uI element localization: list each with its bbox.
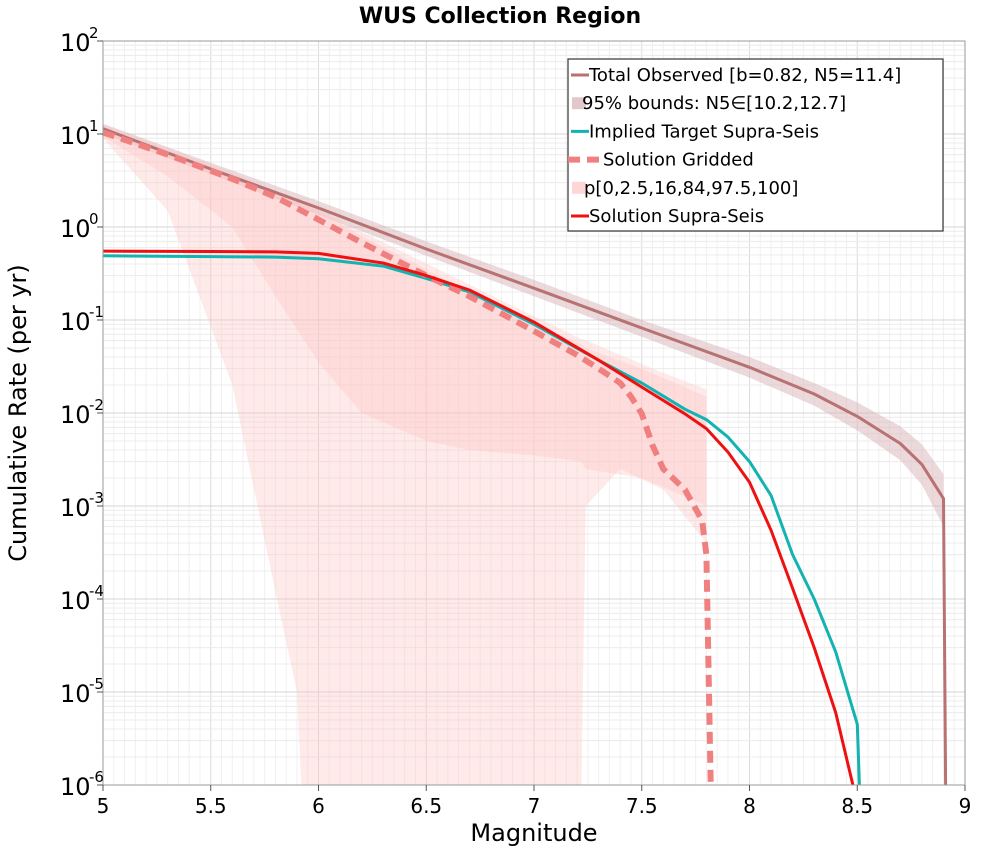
y-tick-exponent: 0 <box>89 210 99 228</box>
band-1 <box>103 125 707 785</box>
series-lines <box>102 127 948 786</box>
y-tick-exponent: 1 <box>89 117 99 135</box>
series-line-2 <box>102 129 714 786</box>
band-2 <box>103 128 707 506</box>
y-tick-exponent: -4 <box>89 582 104 600</box>
series-line-0 <box>102 127 948 786</box>
x-tick-label: 8 <box>743 794 756 818</box>
y-tick-label: 10 <box>60 215 91 243</box>
x-tick-label: 5 <box>97 794 110 818</box>
series-line-1 <box>102 254 861 786</box>
y-tick-label: 10 <box>60 587 91 615</box>
legend: Total Observed [b=0.82, N5=11.4] 95% boun… <box>567 58 944 232</box>
series-line-3 <box>102 249 855 786</box>
y-tick-exponent: -5 <box>89 675 104 693</box>
y-tick-exponent: -6 <box>89 768 104 786</box>
y-tick-label: 10 <box>60 122 91 150</box>
y-tick-label: 10 <box>60 401 91 429</box>
x-axis-label: Magnitude <box>470 819 597 847</box>
y-tick-label: 10 <box>60 308 91 336</box>
x-tick-label: 8.5 <box>841 794 873 818</box>
y-axis-label: Cumulative Rate (per yr) <box>4 264 32 562</box>
y-tick-label: 10 <box>60 773 91 801</box>
x-tick-label: 9 <box>959 794 972 818</box>
legend-label: 95% bounds: N5∈[10.2,12.7] <box>582 93 846 114</box>
y-tick-exponent: -1 <box>89 303 104 321</box>
y-tick-exponent: 2 <box>89 24 99 42</box>
legend-label: Total Observed [b=0.82, N5=11.4] <box>588 65 901 86</box>
legend-label: Implied Target Supra-Seis <box>589 121 819 142</box>
y-tick-label: 10 <box>60 494 91 522</box>
legend-swatch <box>572 181 586 194</box>
x-tick-label: 7.5 <box>626 794 658 818</box>
y-tick-label: 10 <box>60 680 91 708</box>
x-tick-label: 6 <box>312 794 325 818</box>
legend-label: Solution Supra-Seis <box>589 206 764 227</box>
bands <box>103 123 944 785</box>
legend-box <box>567 58 944 232</box>
legend-label: Solution Gridded <box>603 150 754 171</box>
y-tick-label: 10 <box>60 29 91 57</box>
y-tick-exponent: -3 <box>89 489 104 507</box>
band-0 <box>103 123 944 527</box>
x-ticks: 5 5.5 6 6.5 7 7.5 8 8.5 9 <box>97 785 972 818</box>
legend-swatch <box>572 97 586 110</box>
x-tick-label: 5.5 <box>195 794 227 818</box>
y-tick-exponent: -2 <box>89 396 104 414</box>
x-tick-label: 7 <box>528 794 541 818</box>
x-tick-label: 6.5 <box>410 794 442 818</box>
legend-label: p[0,2.5,16,84,97.5,100] <box>584 178 798 199</box>
chart-title: WUS Collection Region <box>359 4 641 29</box>
